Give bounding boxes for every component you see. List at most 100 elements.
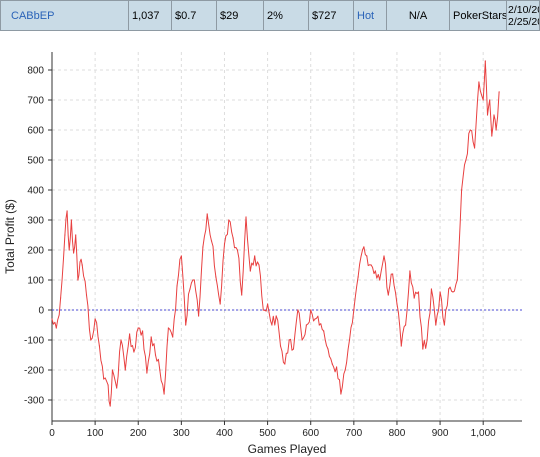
data-point (150, 336, 152, 338)
y-tick-label: 700 (27, 96, 44, 107)
data-point (374, 270, 376, 272)
data-point (439, 291, 441, 293)
data-point (301, 339, 303, 341)
data-point (116, 387, 118, 389)
data-point (482, 99, 484, 101)
data-point (327, 348, 329, 350)
status-link[interactable]: Hot (353, 0, 387, 31)
data-point (361, 249, 364, 251)
data-point (254, 255, 256, 257)
x-tick-label: 300 (173, 428, 190, 439)
stats-row: CABbEP 1,037 $0.7 $29 2% $727 Hot N/A Po… (0, 0, 540, 31)
x-tick-label: 0 (49, 428, 55, 439)
data-point (70, 219, 73, 221)
data-point (124, 369, 126, 371)
data-point (443, 324, 445, 326)
date-range: 2/10/2012 2/25/2012 (506, 0, 540, 31)
roi-value: 2% (263, 0, 309, 31)
data-point (489, 99, 491, 101)
data-point (409, 270, 411, 272)
data-point (90, 339, 92, 341)
data-point (370, 264, 372, 266)
y-axis-ticks: -300 -200 -100 0 100 200 300 400 500 600 700 800 (24, 66, 52, 407)
data-point (109, 405, 111, 407)
data-point (275, 315, 277, 317)
data-point (258, 264, 260, 266)
data-point (491, 135, 493, 137)
data-point (245, 216, 247, 218)
data-point (141, 330, 144, 332)
data-point (68, 249, 70, 251)
y-tick-label: 500 (27, 156, 44, 167)
data-point (236, 249, 239, 251)
data-point (353, 309, 355, 311)
y-tick-label: 100 (27, 276, 44, 287)
y-axis-title: Total Profit ($) (3, 199, 17, 274)
data-point (232, 237, 234, 239)
data-point (493, 114, 495, 116)
data-point (159, 369, 161, 371)
data-point (262, 309, 264, 311)
data-point (305, 324, 308, 326)
data-point (81, 264, 83, 266)
data-point (176, 285, 178, 287)
data-point (167, 327, 170, 329)
data-point (55, 327, 57, 329)
y-tick-label: 0 (38, 306, 44, 317)
data-point (400, 345, 402, 347)
data-point (77, 279, 79, 281)
data-point (387, 294, 389, 296)
x-tick-label: 1,000 (471, 428, 496, 439)
y-tick-label: 800 (27, 66, 44, 77)
data-point (185, 324, 187, 326)
series-layer (51, 60, 500, 407)
x-tick-label: 800 (389, 428, 406, 439)
data-point (103, 378, 105, 380)
data-point (340, 393, 342, 395)
x-tick-label: 700 (345, 428, 362, 439)
data-point (297, 309, 299, 311)
data-point (323, 330, 325, 332)
data-point (465, 159, 467, 161)
data-point (417, 291, 420, 293)
data-point (107, 384, 109, 386)
data-point (279, 345, 282, 347)
data-point (498, 91, 500, 93)
games-count: 1,037 (128, 0, 172, 31)
data-point (249, 270, 251, 272)
data-point (215, 276, 217, 278)
stake-value: $0.7 (171, 0, 217, 31)
data-point (241, 294, 243, 296)
date-from: 2/10/2012 (508, 3, 539, 16)
data-point (318, 324, 320, 326)
data-point (75, 234, 77, 236)
data-point (180, 255, 182, 257)
x-tick-label: 400 (216, 428, 233, 439)
data-point (133, 351, 135, 353)
data-point (495, 129, 497, 131)
data-point (223, 243, 226, 245)
data-point (79, 261, 81, 263)
data-point (383, 255, 385, 257)
data-point (366, 255, 368, 257)
player-name-link[interactable]: CABbEP (0, 0, 129, 31)
data-point (292, 348, 295, 350)
grid-lines (51, 52, 522, 421)
data-point (146, 372, 148, 374)
data-point (219, 303, 221, 305)
data-point (331, 363, 333, 365)
y-tick-label: 600 (27, 126, 44, 137)
data-point (484, 60, 486, 62)
series-line-0 (51, 60, 500, 407)
data-point (404, 324, 407, 326)
na-value: N/A (386, 0, 450, 31)
data-point (228, 219, 230, 221)
data-point (478, 81, 480, 83)
x-tick-label: 500 (259, 428, 276, 439)
x-tick-label: 600 (302, 428, 319, 439)
data-point (284, 363, 286, 365)
data-point (426, 339, 428, 341)
data-point (163, 393, 165, 395)
data-point (271, 324, 273, 326)
x-tick-label: 900 (432, 428, 449, 439)
